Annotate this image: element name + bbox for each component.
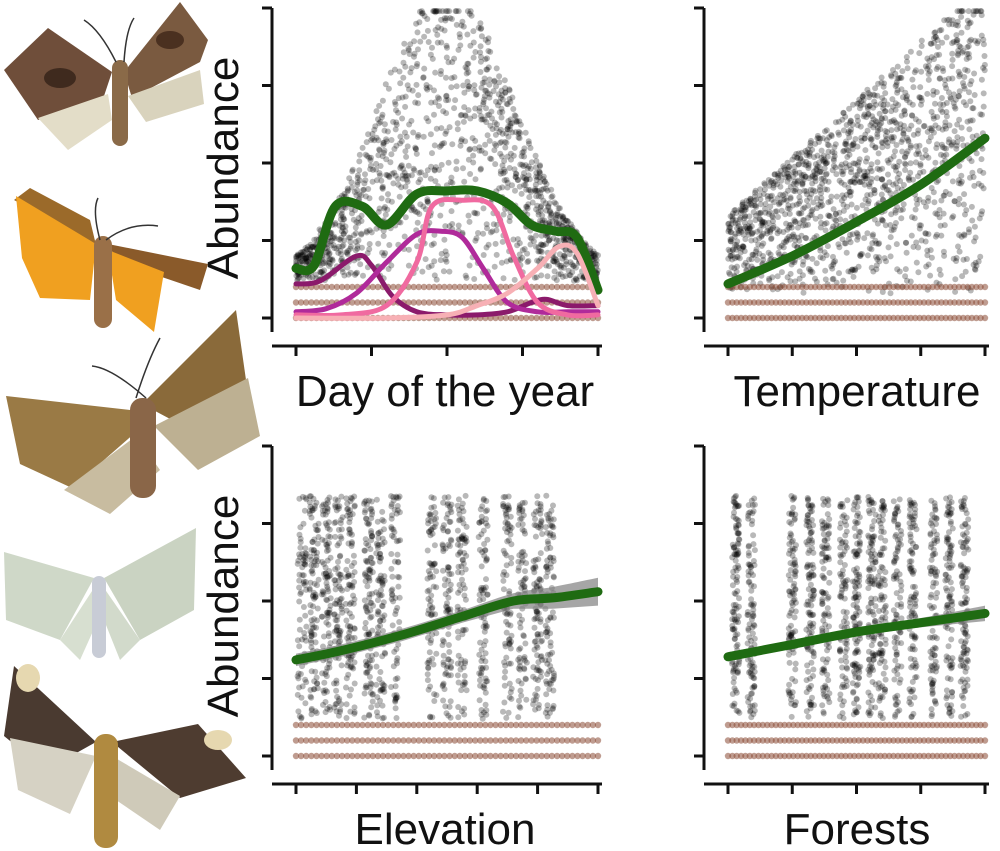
x-axis-label: Forests [784, 805, 931, 851]
series-line-0 [291, 185, 603, 295]
x-axis-label: Temperature [733, 367, 980, 416]
olive-moth-icon [6, 310, 260, 514]
x-axis-label: Day of the year [296, 367, 594, 416]
panel-forests: Forests [694, 444, 990, 851]
point-cloud [724, 283, 989, 322]
point-cloud [724, 721, 989, 760]
panel-elevation: Elevation Abundance [199, 444, 603, 851]
panel-temperature: Temperature [694, 6, 990, 416]
pale-green-moth-icon [4, 528, 196, 660]
series-line-3 [293, 196, 601, 319]
y-axis-label: Abundance [199, 495, 248, 718]
series-line-0 [723, 608, 990, 662]
series-line-4 [293, 242, 601, 321]
dark-moth-icon [4, 664, 246, 848]
point-cloud [292, 721, 602, 760]
series-line-0 [723, 133, 990, 289]
orange-moth-icon [14, 188, 208, 332]
x-axis-label: Elevation [354, 805, 535, 851]
panel-day-of-year: Day of the year Abundance [199, 6, 603, 416]
series-line-2 [293, 228, 601, 316]
series-line-0 [291, 587, 603, 665]
brown-moth-icon [4, 2, 208, 150]
y-axis-label: Abundance [199, 57, 248, 280]
